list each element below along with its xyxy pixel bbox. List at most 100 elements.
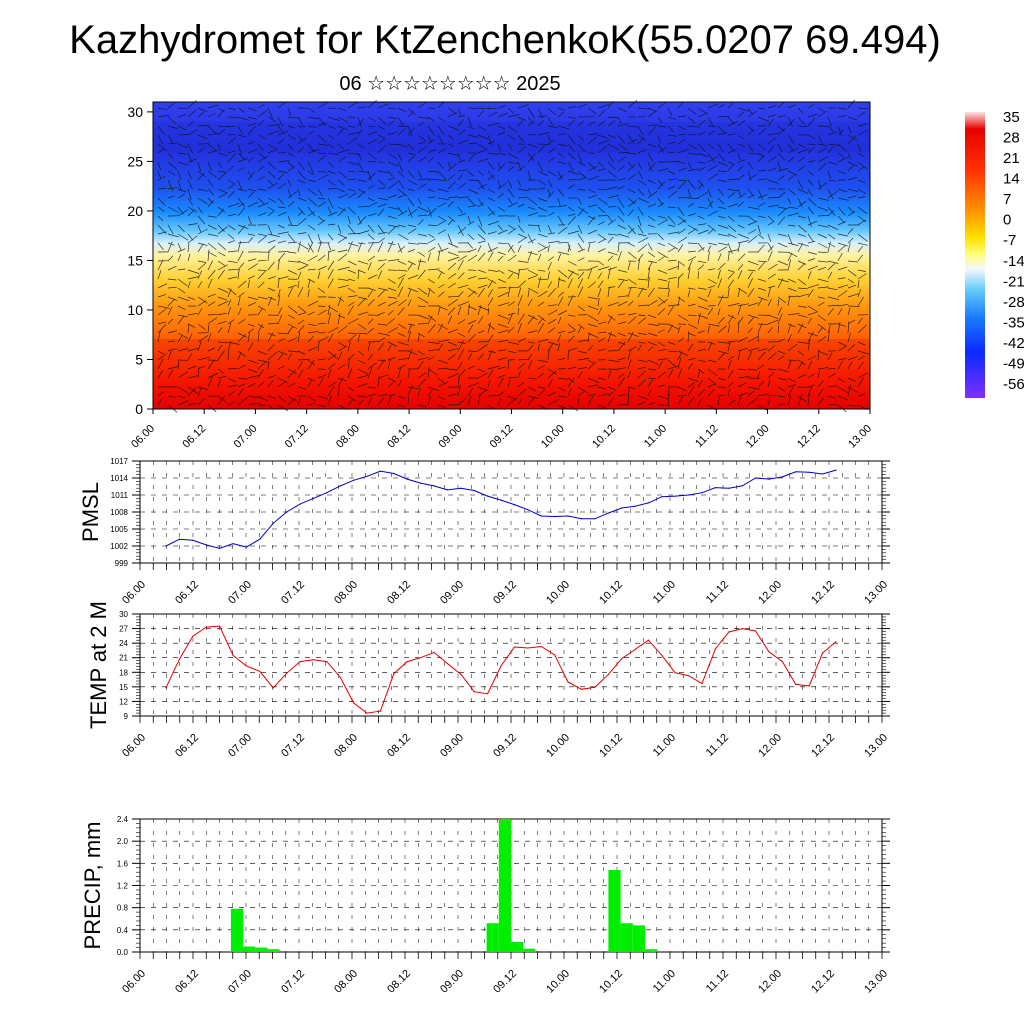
wind-barb bbox=[657, 219, 668, 226]
wind-barb bbox=[557, 310, 568, 316]
data-point bbox=[661, 496, 663, 498]
wind-barb bbox=[647, 267, 651, 280]
wind-barb bbox=[247, 382, 257, 388]
wind-barb bbox=[777, 377, 787, 381]
wind-barb bbox=[617, 143, 628, 151]
wind-barb bbox=[337, 278, 349, 281]
wind-barb bbox=[207, 376, 214, 388]
wind-barb bbox=[627, 174, 636, 181]
wind-barb bbox=[177, 193, 185, 199]
wind-barb bbox=[807, 233, 814, 242]
wind-barb bbox=[177, 254, 182, 262]
wind-barb bbox=[257, 305, 266, 311]
data-point bbox=[634, 505, 636, 507]
wind-barb bbox=[537, 386, 546, 389]
x-tick-label: 07.12 bbox=[279, 579, 307, 607]
wind-barb bbox=[257, 324, 263, 334]
wind-barb bbox=[767, 286, 772, 298]
wind-barb bbox=[317, 116, 327, 126]
wind-barb bbox=[227, 191, 235, 199]
x-tick-label: 08.00 bbox=[332, 579, 360, 607]
wind-barb bbox=[457, 349, 465, 361]
wind-barb bbox=[677, 228, 686, 235]
wind-barb bbox=[247, 237, 254, 244]
wind-barb bbox=[387, 300, 398, 307]
wind-barb bbox=[647, 346, 654, 352]
wind-barb bbox=[697, 107, 708, 115]
wind-barb bbox=[567, 120, 575, 127]
wind-barb bbox=[327, 206, 332, 214]
wind-barb bbox=[797, 323, 807, 329]
wind-barb bbox=[797, 200, 807, 208]
wind-barb bbox=[847, 242, 851, 253]
y-tick-label: 2.4 bbox=[117, 815, 129, 824]
x-tick-label: 11.00 bbox=[642, 423, 669, 450]
wind-barb bbox=[677, 181, 687, 190]
wind-barb bbox=[657, 233, 664, 241]
wind-barb bbox=[187, 269, 200, 274]
wind-barb bbox=[597, 197, 608, 205]
wind-barb bbox=[757, 393, 769, 397]
wind-barb bbox=[557, 161, 567, 165]
wind-barb bbox=[227, 183, 236, 190]
wind-barb bbox=[727, 103, 734, 109]
wind-barb bbox=[267, 380, 274, 388]
wind-barb bbox=[517, 398, 523, 406]
wind-barb bbox=[657, 202, 665, 208]
wind-barb bbox=[637, 233, 647, 237]
wind-barb bbox=[307, 179, 317, 182]
wind-barb bbox=[627, 197, 636, 205]
wind-barb bbox=[387, 170, 393, 177]
wind-barb bbox=[397, 246, 406, 253]
wind-barb bbox=[737, 382, 747, 388]
wind-barb bbox=[407, 289, 412, 298]
colorbar-label: 21 bbox=[1003, 150, 1020, 167]
wind-barb bbox=[617, 243, 620, 253]
wind-barb bbox=[187, 209, 195, 217]
wind-barb bbox=[247, 125, 256, 136]
wind-barb bbox=[257, 235, 268, 244]
wind-barb bbox=[627, 224, 636, 235]
wind-barb bbox=[427, 207, 437, 217]
wind-barb bbox=[257, 259, 267, 262]
wind-barb bbox=[827, 372, 836, 379]
wind-barb bbox=[527, 275, 537, 280]
wind-barb bbox=[787, 197, 792, 205]
wind-barb bbox=[767, 233, 772, 242]
wind-barb bbox=[197, 172, 205, 181]
wind-barb bbox=[357, 190, 365, 199]
wind-barb bbox=[407, 155, 416, 163]
wind-barb bbox=[567, 216, 577, 226]
wind-barb bbox=[277, 151, 287, 154]
wind-barb bbox=[537, 242, 547, 249]
wind-barb bbox=[847, 284, 857, 289]
wind-barb bbox=[417, 269, 426, 280]
wind-barb bbox=[217, 287, 229, 293]
wind-barb bbox=[467, 387, 474, 397]
wind-barb bbox=[337, 128, 344, 136]
wind-barb bbox=[817, 388, 824, 397]
wind-barb bbox=[737, 321, 740, 334]
wind-barb bbox=[317, 377, 324, 388]
wind-barb bbox=[507, 161, 520, 165]
wind-barb bbox=[407, 110, 415, 118]
wind-barb bbox=[577, 386, 589, 394]
wind-barb bbox=[507, 244, 514, 253]
wind-barb bbox=[537, 269, 546, 272]
data-point bbox=[353, 479, 355, 481]
wind-barb bbox=[517, 370, 521, 379]
x-tick-label: 12.00 bbox=[744, 423, 772, 451]
wind-barb bbox=[207, 125, 217, 135]
wind-barb bbox=[417, 219, 424, 226]
wind-barb bbox=[777, 161, 782, 171]
wind-barb bbox=[487, 322, 491, 334]
wind-barb bbox=[717, 170, 727, 172]
wind-barb bbox=[537, 206, 548, 212]
wind-barb bbox=[467, 365, 475, 370]
wind-barb bbox=[477, 389, 487, 397]
wind-barb bbox=[447, 181, 456, 190]
wind-barb bbox=[607, 143, 619, 151]
wind-barb bbox=[767, 273, 776, 280]
wind-barb bbox=[377, 237, 386, 244]
wind-barb bbox=[497, 105, 506, 109]
